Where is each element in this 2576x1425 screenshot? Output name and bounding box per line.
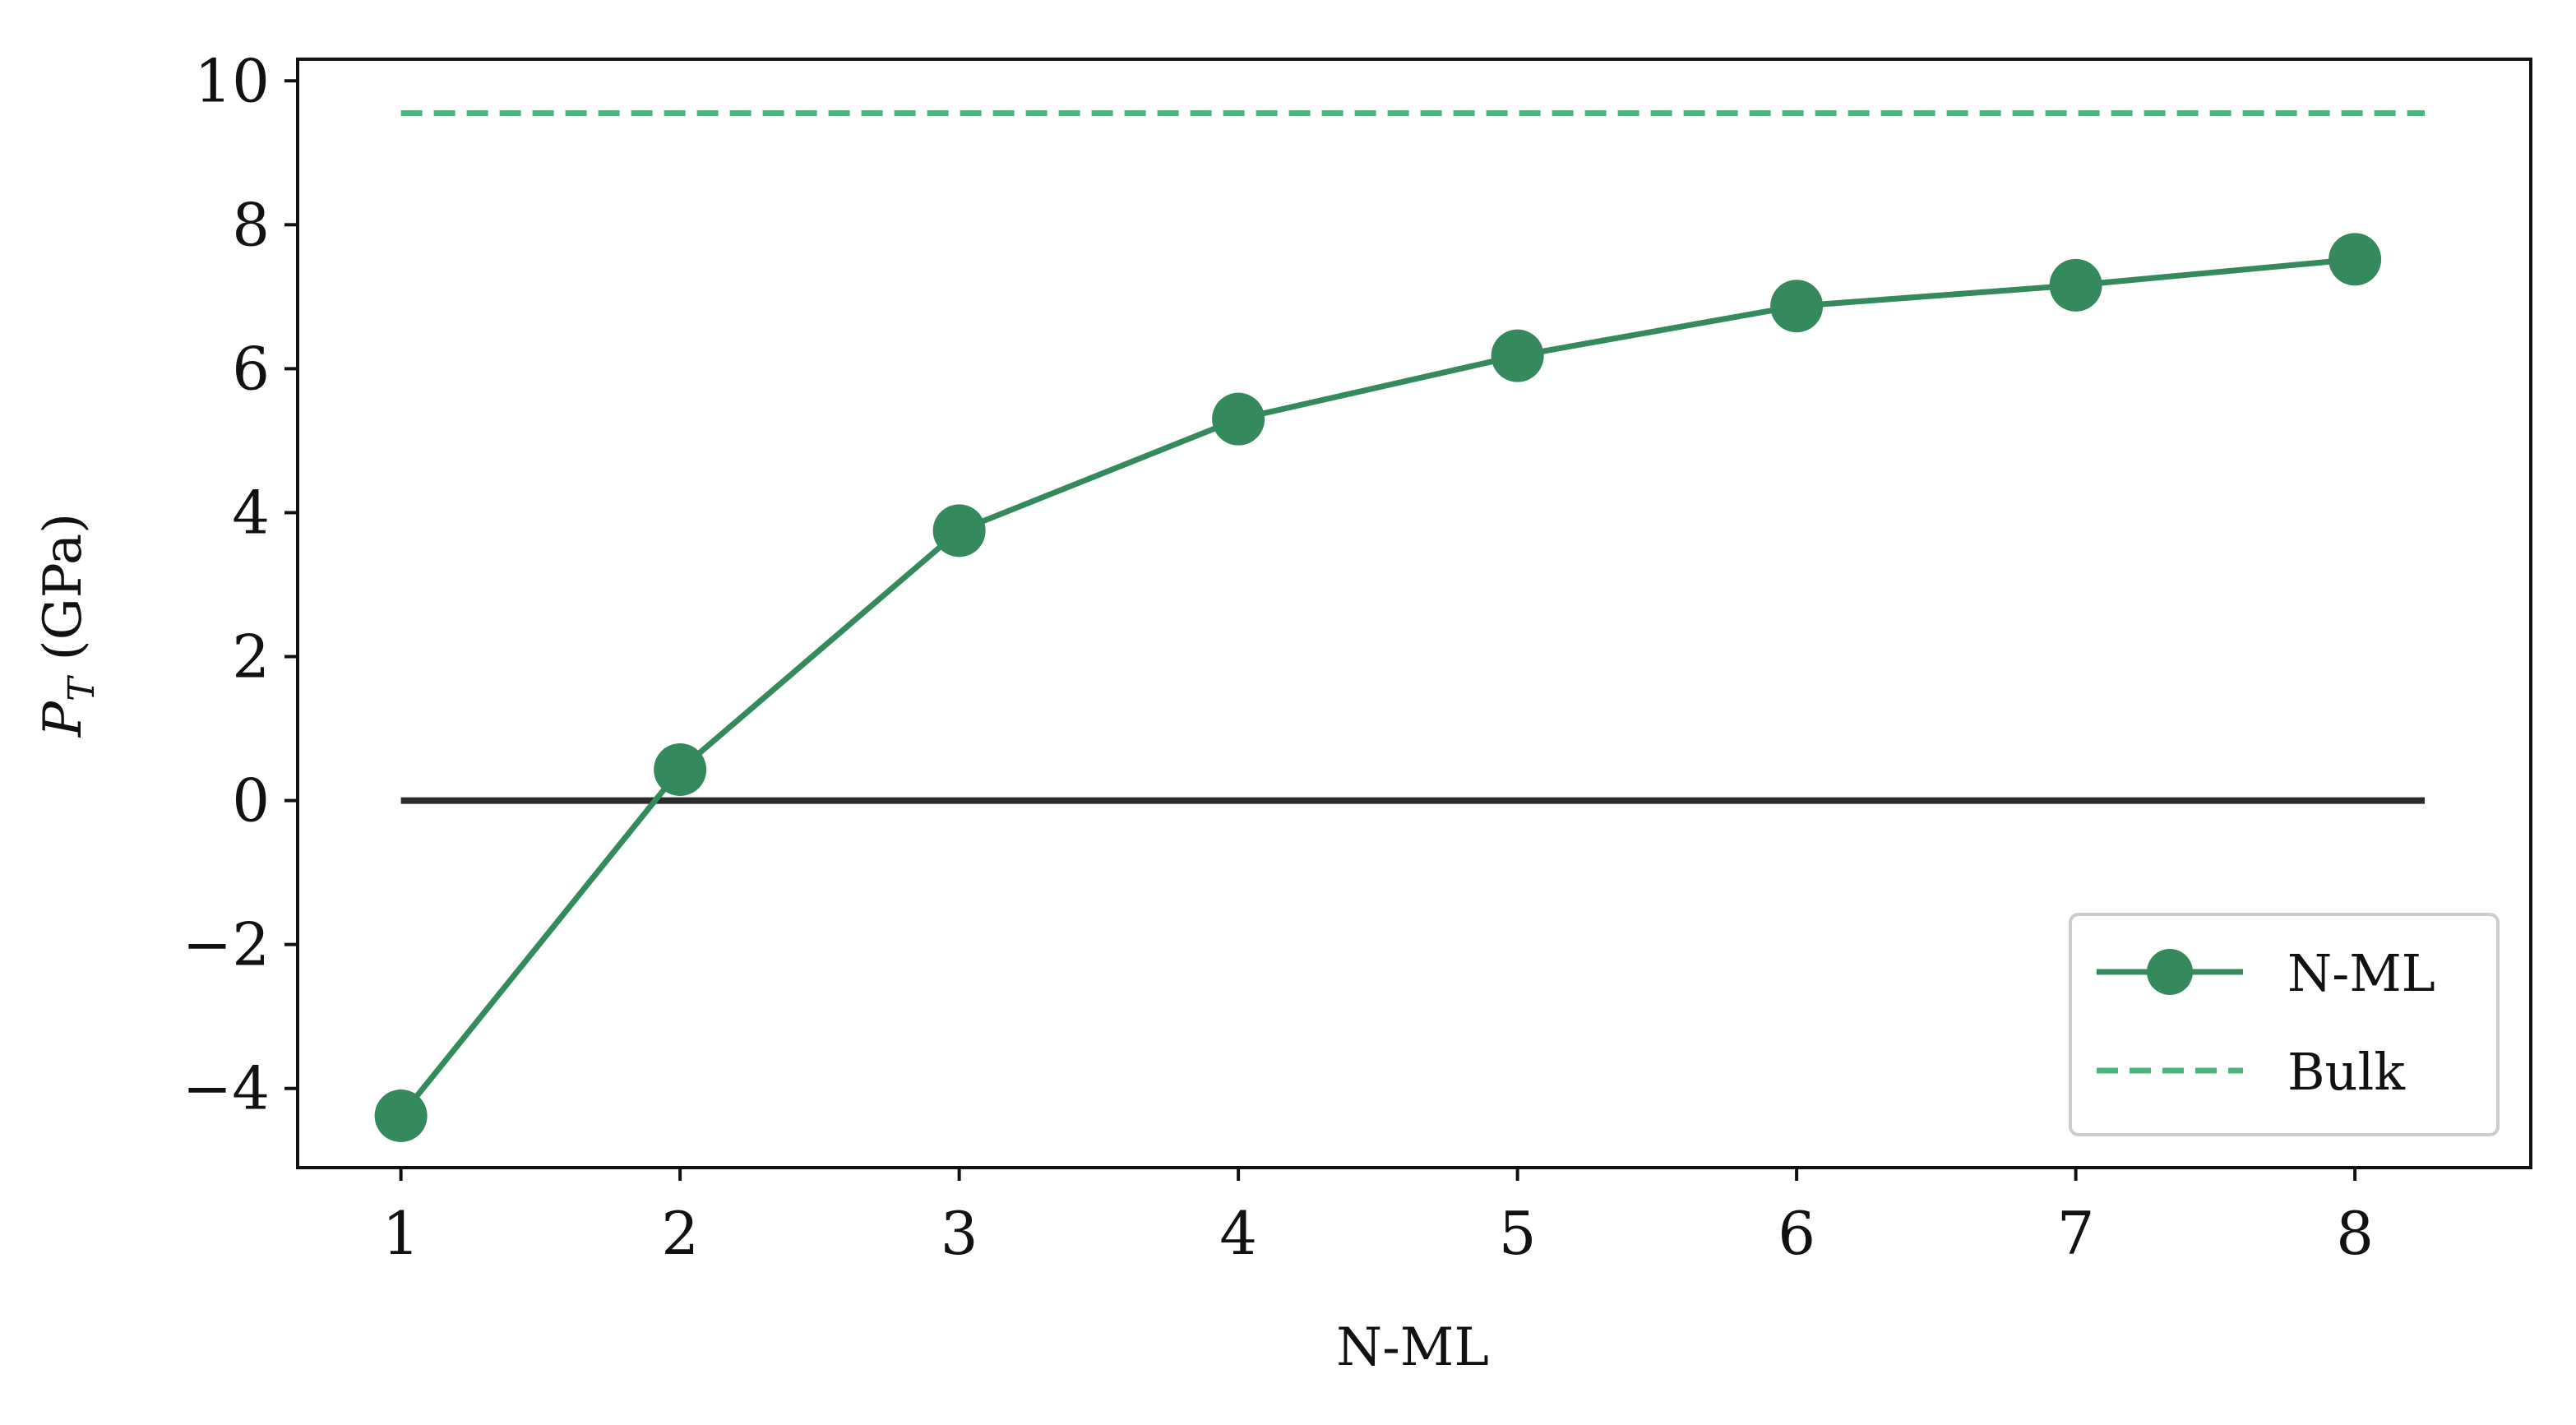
x-tick-label-2: 2 [661,1199,699,1268]
series-n-ml-line [398,256,2356,1118]
x-axis-label: N-ML [1336,1317,1489,1378]
x-tick-label-5: 5 [1499,1199,1537,1268]
x-tick-label-8: 8 [2336,1199,2374,1268]
data-point-n-ml-2 [654,743,707,796]
data-point-n-ml-8 [2329,233,2382,286]
y-tick-label-10: 10 [194,46,270,115]
y-tick-label-4: 4 [232,478,270,547]
legend: N-ML Bulk [2069,913,2500,1136]
y-tick-label--4: −4 [183,1054,270,1123]
y-tick-label-0: 0 [232,766,270,835]
data-point-n-ml-5 [1491,329,1544,382]
data-point-n-ml-6 [1770,280,1824,333]
x-tick-label-3: 3 [941,1199,978,1268]
data-point-n-ml-4 [1212,392,1265,446]
legend-label-bulk: Bulk [2287,1042,2405,1102]
y-axis-label-symbol: P [33,701,94,738]
x-tick-label-6: 6 [1778,1199,1815,1268]
legend-label-n-ml: N-ML [2287,943,2435,1003]
y-tick-label-8: 8 [232,190,270,259]
y-axis-label-unit: (GPa) [33,513,94,678]
y-tick-label--2: −2 [183,910,270,979]
y-axis-label-subscript: T [61,674,103,701]
legend-swatch-n-ml-marker [2147,949,2193,995]
x-tick-label-7: 7 [2057,1199,2095,1268]
y-tick-label-2: 2 [232,622,270,692]
y-axis-label: PT (GPa) [33,513,103,738]
data-point-n-ml-7 [2049,258,2102,312]
axes-frame [296,58,2532,1169]
y-tick-label-6: 6 [232,334,270,403]
axes: 1 2 3 4 5 6 7 8 −4 −2 0 2 4 6 8 10 [183,46,2532,1268]
data-point-n-ml-1 [374,1089,428,1142]
data-point-n-ml-3 [932,504,986,558]
plot-area [374,110,2425,1142]
x-tick-label-4: 4 [1219,1199,1257,1268]
x-tick-label-1: 1 [382,1199,420,1268]
